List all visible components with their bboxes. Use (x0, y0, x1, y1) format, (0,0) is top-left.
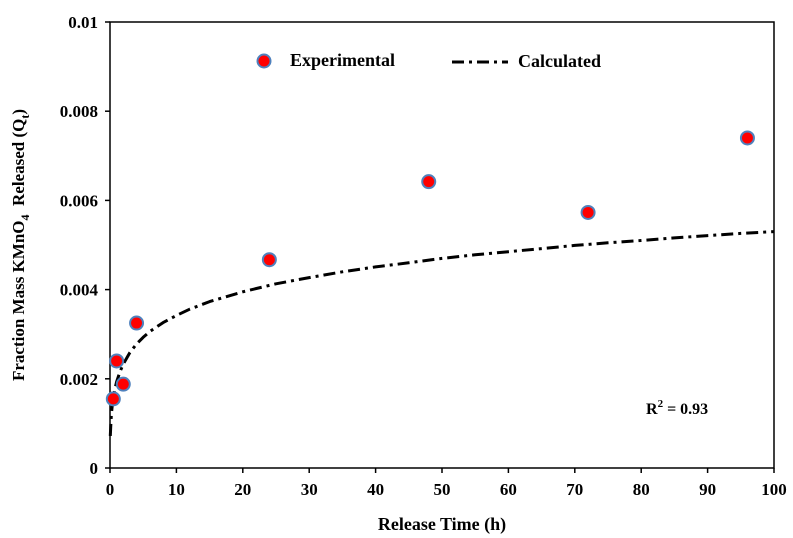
r-squared-sup: 2 (658, 398, 664, 410)
legend-marker-experimental (256, 53, 272, 69)
y-axis-ticks: 0 0.002 0.004 0.006 0.008 0.01 (60, 13, 110, 478)
experimental-series (105, 130, 755, 407)
y-tick-label: 0 (90, 459, 99, 478)
y-tick-label: 0.002 (60, 370, 98, 389)
data-point (129, 315, 145, 331)
x-tick-label: 10 (168, 480, 185, 499)
x-tick-label: 50 (434, 480, 451, 499)
data-point (261, 252, 277, 268)
x-tick-label: 80 (633, 480, 650, 499)
y-axis-title-prefix: Fraction Mass KMnO (9, 220, 28, 381)
x-axis-title: Release Time (h) (378, 514, 506, 535)
data-point (109, 353, 125, 369)
x-tick-label: 0 (106, 480, 115, 499)
x-tick-label: 30 (301, 480, 318, 499)
calculated-series (108, 230, 775, 436)
x-tick-label: 70 (566, 480, 583, 499)
x-axis-ticks: 0 10 20 30 40 50 60 70 80 90 100 (106, 468, 787, 499)
data-point (105, 391, 121, 407)
x-tick-label: 40 (367, 480, 384, 499)
r-squared-prefix: R (646, 401, 658, 418)
r-squared-annotation: R2 = 0.93 (646, 398, 708, 418)
data-point (739, 130, 755, 146)
x-tick-label: 20 (234, 480, 251, 499)
r-squared-value: = 0.93 (663, 401, 708, 418)
plot-area (109, 21, 775, 469)
data-point (580, 204, 596, 220)
y-axis-title-sub: 4 (18, 214, 32, 220)
legend-label-experimental: Experimental (290, 50, 395, 70)
y-tick-label: 0.008 (60, 102, 98, 121)
y-axis-title-sub2: t (18, 115, 32, 119)
data-point (115, 376, 131, 392)
y-tick-label: 0.01 (68, 13, 98, 32)
x-tick-label: 60 (500, 480, 517, 499)
y-tick-label: 0.004 (60, 281, 99, 300)
data-point (421, 174, 437, 190)
legend: Experimental Calculated (256, 50, 601, 71)
y-tick-label: 0.006 (60, 191, 98, 210)
x-tick-label: 90 (699, 480, 716, 499)
y-axis-title: Fraction Mass KMnO4 Released (Qt) (9, 109, 32, 381)
x-tick-label: 100 (761, 480, 787, 499)
legend-label-calculated: Calculated (518, 51, 601, 71)
y-axis-title-suffix: ) (9, 109, 28, 115)
calculated-line (108, 230, 775, 436)
y-axis-title-middle: Released (Q (9, 119, 28, 215)
